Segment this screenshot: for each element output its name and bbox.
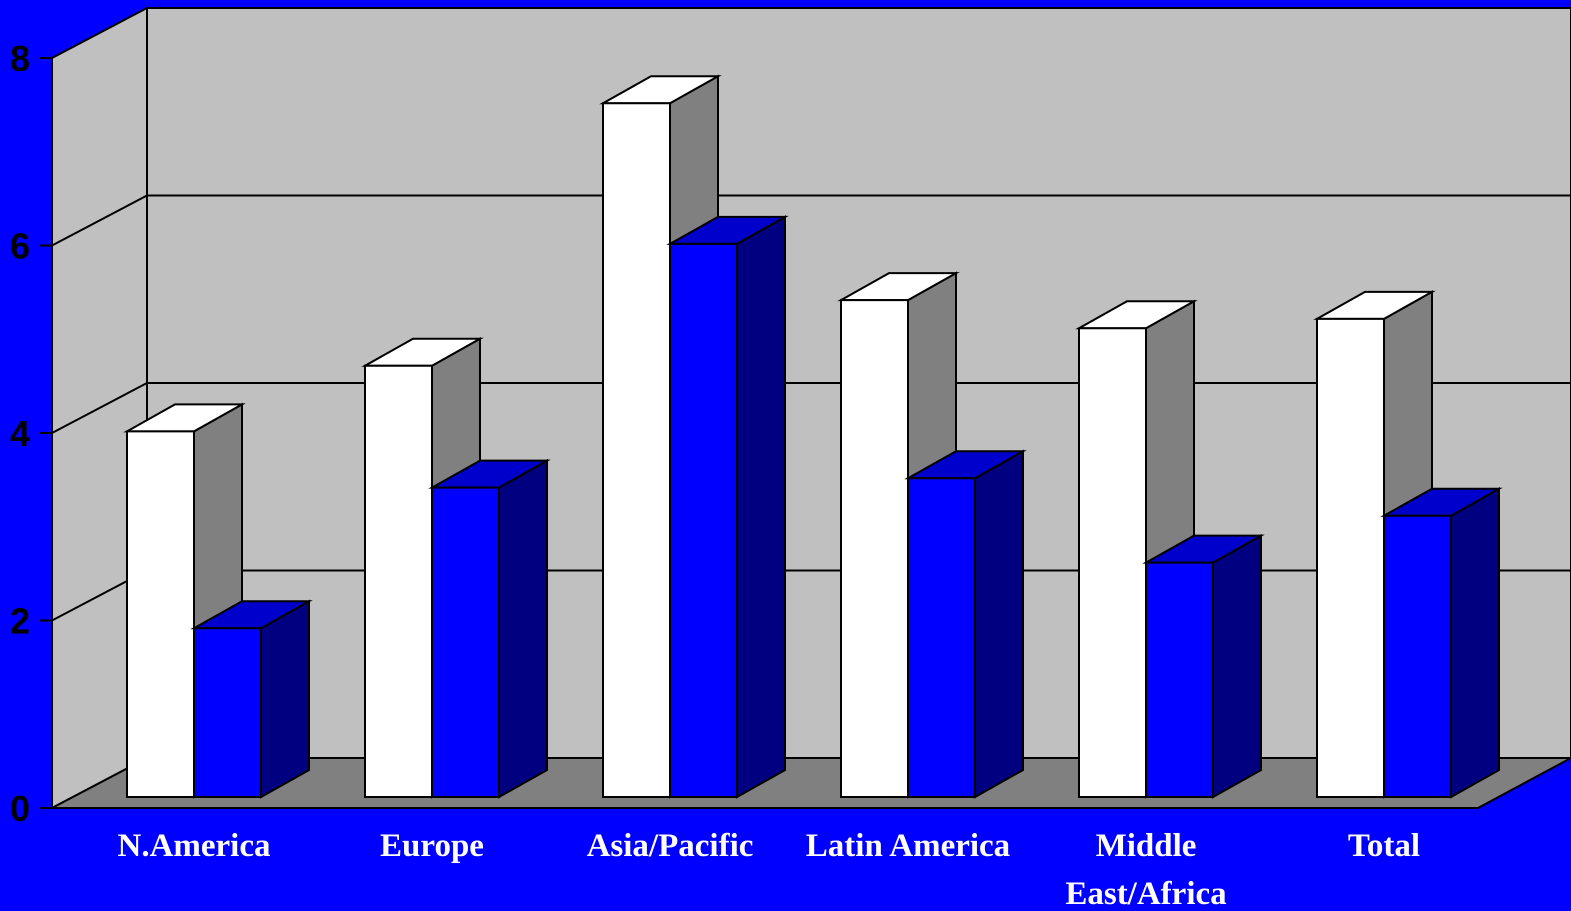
x-axis: N.America Europe Asia/Pacific Latin America… — [117, 828, 1420, 911]
y-tick-label: 6 — [10, 226, 30, 267]
y-tick-label: 8 — [10, 38, 30, 79]
x-tick-label: Middle — [1096, 828, 1197, 864]
x-tick-label: N.America — [117, 828, 270, 864]
y-tick-label: 0 — [10, 788, 30, 829]
bar-group — [123, 74, 1503, 799]
bar-side — [260, 599, 310, 799]
bar — [431, 486, 500, 798]
bar — [669, 242, 738, 798]
x-tick-label: Europe — [380, 828, 484, 864]
x-tick-label: Asia/Pacific — [587, 828, 754, 864]
bar — [126, 430, 195, 798]
bar — [1383, 514, 1452, 798]
x-tick-label: Total — [1348, 828, 1420, 864]
bar-side — [498, 458, 548, 799]
y-tick-label: 2 — [10, 601, 30, 642]
bar — [1078, 327, 1147, 798]
bar-side — [736, 215, 786, 799]
x-tick-label: East/Africa — [1065, 876, 1226, 911]
x-tick-label: Latin America — [806, 828, 1010, 864]
bar — [907, 477, 976, 798]
bar — [1316, 317, 1385, 798]
bar — [1145, 561, 1214, 798]
bar-side — [1450, 487, 1500, 799]
gridline-side — [51, 194, 148, 247]
bar — [193, 627, 262, 798]
bar — [602, 102, 671, 798]
y-axis: 0 2 4 6 8 — [10, 38, 53, 829]
bar — [364, 364, 433, 798]
y-tick-label: 4 — [10, 413, 30, 454]
bar-side — [1212, 533, 1262, 799]
bar — [840, 299, 909, 798]
bar-side — [974, 449, 1024, 799]
gridline-side — [51, 382, 148, 434]
